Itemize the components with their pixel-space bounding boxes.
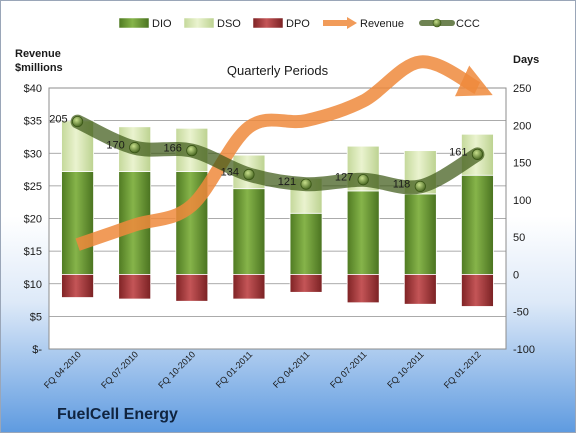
right-axis-title: Days	[513, 54, 539, 66]
ccc-point	[300, 178, 312, 190]
right-tick-label: 100	[513, 195, 531, 207]
bar-dpo	[232, 274, 266, 300]
left-tick-label: $-	[32, 344, 42, 356]
left-tick-label: $30	[24, 148, 42, 160]
ccc-point	[471, 148, 484, 160]
plot-area: 205 170 166 134 121 127 118 161	[48, 55, 507, 350]
ccc-data-label: 166	[163, 143, 181, 155]
ccc-point	[357, 174, 369, 186]
x-tick-label: FQ 10-2010	[156, 349, 197, 390]
left-tick-label: $25	[24, 181, 42, 193]
left-tick-label: $20	[24, 214, 42, 226]
bar-dpo	[403, 274, 437, 305]
legend-swatch-dio	[118, 17, 150, 29]
bar-dio	[461, 174, 494, 275]
x-tick-label: FQ 10-2011	[385, 349, 426, 390]
ccc-point	[71, 115, 84, 128]
right-tick-label: 0	[513, 269, 519, 281]
legend-dot-ccc	[432, 18, 442, 28]
legend-arrow-revenue	[347, 17, 357, 29]
chart-subtitle: Quarterly Periods	[227, 63, 329, 78]
left-tick-label: $5	[30, 311, 42, 323]
left-tick-label: $15	[24, 246, 42, 258]
bar-dio	[289, 212, 323, 275]
legend-swatch-dso	[183, 17, 215, 29]
ccc-point	[414, 180, 426, 193]
ccc-data-label: 134	[221, 167, 239, 179]
bar-dpo	[61, 274, 94, 298]
revenue-line	[75, 55, 493, 251]
legend-swatch-dpo	[252, 17, 284, 29]
legend-label-revenue: Revenue	[360, 18, 404, 30]
right-tick-label: -100	[513, 344, 535, 356]
left-tick-label: $35	[24, 116, 42, 128]
left-axis-title-line1: Revenue	[15, 48, 61, 60]
x-tick-label: FQ 07-2010	[99, 349, 140, 390]
bar-dio	[61, 171, 94, 275]
bar-dpo	[289, 274, 323, 293]
right-tick-label: -50	[513, 307, 529, 319]
left-tick-label: $40	[24, 83, 42, 95]
bar-dpo	[461, 274, 494, 307]
legend: DIO DSO DPO Revenue CCC	[118, 17, 480, 30]
bar-dio	[403, 193, 437, 275]
legend-label-dpo: DPO	[286, 18, 310, 30]
right-tick-label: 150	[513, 158, 531, 170]
x-tick-label: FQ 04-2010	[42, 349, 83, 390]
bar-dpo	[346, 274, 380, 304]
ccc-data-label: 118	[393, 178, 411, 190]
legend-label-ccc: CCC	[456, 18, 480, 30]
ccc-point	[243, 168, 255, 181]
bar-dpo	[175, 274, 209, 302]
x-tick-label: FQ 01-2011	[214, 349, 255, 390]
ccc-data-label: 170	[106, 140, 124, 152]
x-tick-label: FQ 04-2011	[271, 349, 312, 390]
left-tick-label: $10	[24, 279, 42, 291]
ccc-data-label: 161	[449, 146, 467, 158]
right-tick-label: 200	[513, 120, 531, 132]
right-tick-label: 250	[513, 83, 531, 95]
left-axis-title-line2: $millions	[15, 62, 63, 74]
company-name: FuelCell Energy	[57, 406, 178, 423]
x-tick-label: FQ 01-2012	[442, 349, 483, 390]
x-tick-label: FQ 07-2011	[328, 349, 369, 390]
ccc-point	[129, 142, 141, 154]
bar-dpo	[118, 274, 152, 300]
ccc-data-label: 205	[49, 114, 67, 126]
ccc-data-label: 127	[335, 172, 353, 184]
bar-dio	[232, 188, 266, 275]
right-tick-label: 50	[513, 232, 525, 244]
ccc-data-label: 121	[278, 176, 296, 188]
legend-label-dio: DIO	[152, 18, 172, 30]
ccc-point	[186, 145, 198, 157]
legend-label-dso: DSO	[217, 18, 241, 30]
bar-dio	[346, 190, 380, 275]
